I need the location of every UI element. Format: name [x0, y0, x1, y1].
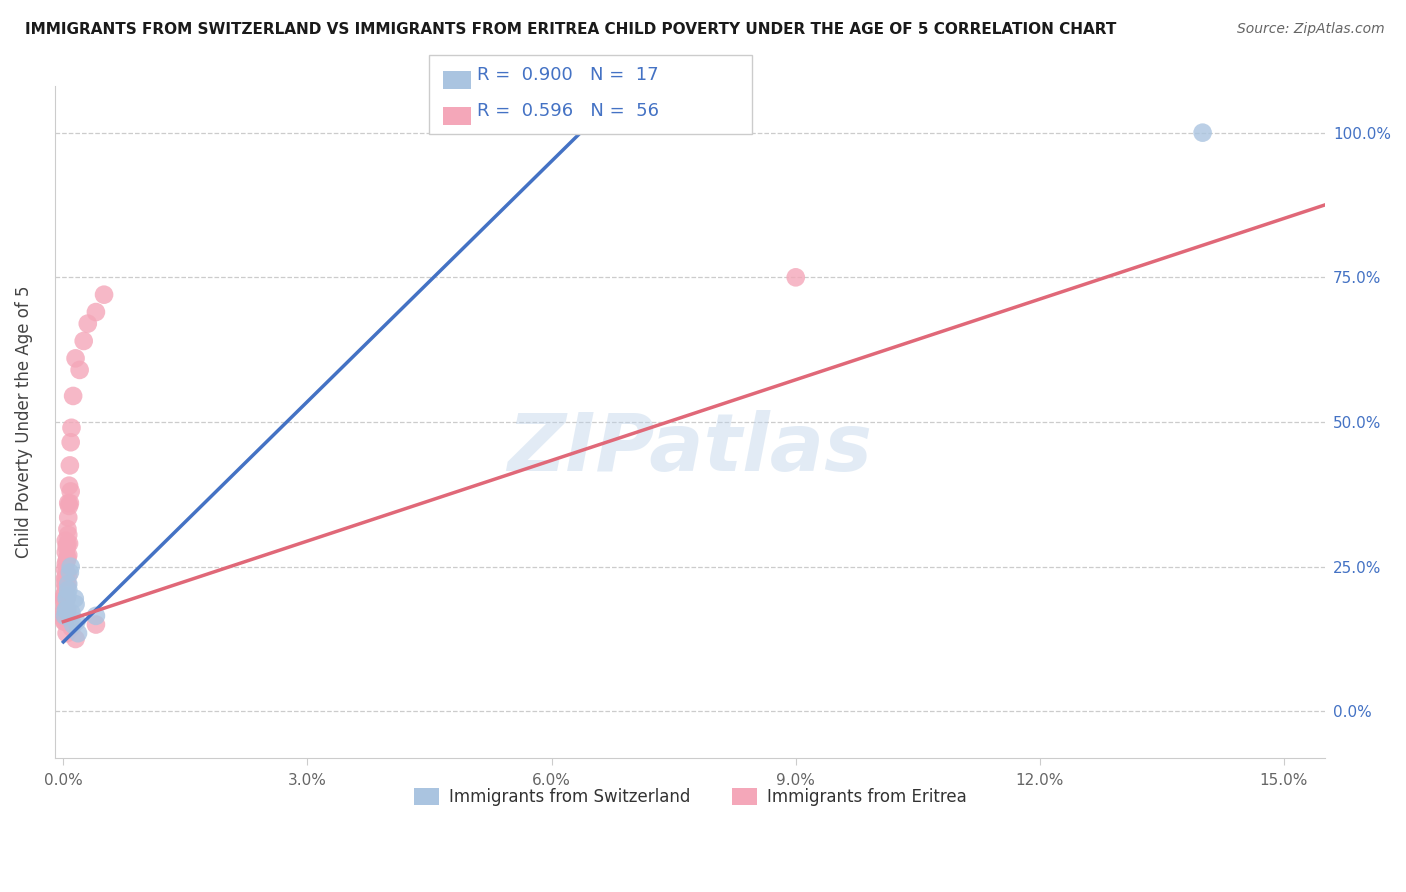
Point [55, 571, 77, 585]
Point [53, 589, 76, 603]
Point [1191, 126, 1213, 140]
Point [55, 540, 77, 554]
Point [93, 287, 115, 301]
Point [65, 615, 87, 629]
Point [69, 363, 91, 377]
Point [58, 568, 80, 582]
Point [58, 510, 80, 524]
Point [65, 597, 87, 611]
Point [59, 435, 82, 450]
Point [55, 533, 77, 548]
Point [56, 577, 79, 591]
Point [58, 536, 80, 550]
Point [53, 603, 76, 617]
Point [55, 591, 77, 606]
Point [55, 591, 77, 606]
Point [65, 351, 87, 366]
Point [65, 632, 87, 646]
Point [58, 577, 80, 591]
Point [53, 608, 76, 623]
Point [53, 615, 76, 629]
Point [55, 554, 77, 568]
Point [55, 580, 77, 594]
Point [58, 548, 80, 562]
Text: IMMIGRANTS FROM SWITZERLAND VS IMMIGRANTS FROM ERITREA CHILD POVERTY UNDER THE A: IMMIGRANTS FROM SWITZERLAND VS IMMIGRANT… [25, 22, 1116, 37]
Point [55, 603, 77, 617]
Point [56, 522, 79, 536]
Point [56, 551, 79, 566]
Point [55, 580, 77, 594]
Point [56, 589, 79, 603]
Point [53, 585, 76, 599]
Point [56, 536, 79, 550]
Point [53, 591, 76, 606]
Point [84, 305, 107, 319]
Point [53, 615, 76, 629]
Point [58, 478, 80, 492]
Point [53, 563, 76, 577]
Text: ZIPatlas: ZIPatlas [508, 409, 873, 488]
Point [53, 594, 76, 608]
Point [59, 566, 82, 580]
Point [62, 617, 84, 632]
Point [53, 600, 76, 615]
Point [62, 389, 84, 403]
Y-axis label: Child Poverty Under the Age of 5: Child Poverty Under the Age of 5 [15, 285, 32, 558]
Point [55, 566, 77, 580]
Point [58, 582, 80, 597]
Text: Source: ZipAtlas.com: Source: ZipAtlas.com [1237, 22, 1385, 37]
Point [55, 591, 77, 606]
Point [55, 606, 77, 620]
Point [53, 577, 76, 591]
Point [58, 496, 80, 510]
Point [84, 608, 107, 623]
Point [60, 606, 83, 620]
Point [53, 608, 76, 623]
Point [53, 591, 76, 606]
Point [55, 557, 77, 571]
Point [56, 603, 79, 617]
Point [55, 603, 77, 617]
Text: R =  0.900   N =  17: R = 0.900 N = 17 [477, 66, 658, 84]
Point [53, 571, 76, 585]
Point [59, 458, 82, 473]
Legend: Immigrants from Switzerland, Immigrants from Eritrea: Immigrants from Switzerland, Immigrants … [406, 781, 973, 814]
Text: R =  0.596   N =  56: R = 0.596 N = 56 [477, 102, 658, 120]
Point [55, 612, 77, 626]
Point [55, 545, 77, 559]
Point [59, 496, 82, 510]
Point [60, 620, 83, 634]
Point [58, 528, 80, 542]
Point [66, 626, 89, 640]
Point [59, 559, 82, 574]
Point [76, 317, 98, 331]
Point [785, 270, 807, 285]
Point [84, 617, 107, 632]
Point [63, 591, 86, 606]
Point [73, 334, 96, 348]
Point [60, 421, 83, 435]
Point [55, 626, 77, 640]
Point [59, 484, 82, 499]
Point [58, 499, 80, 513]
